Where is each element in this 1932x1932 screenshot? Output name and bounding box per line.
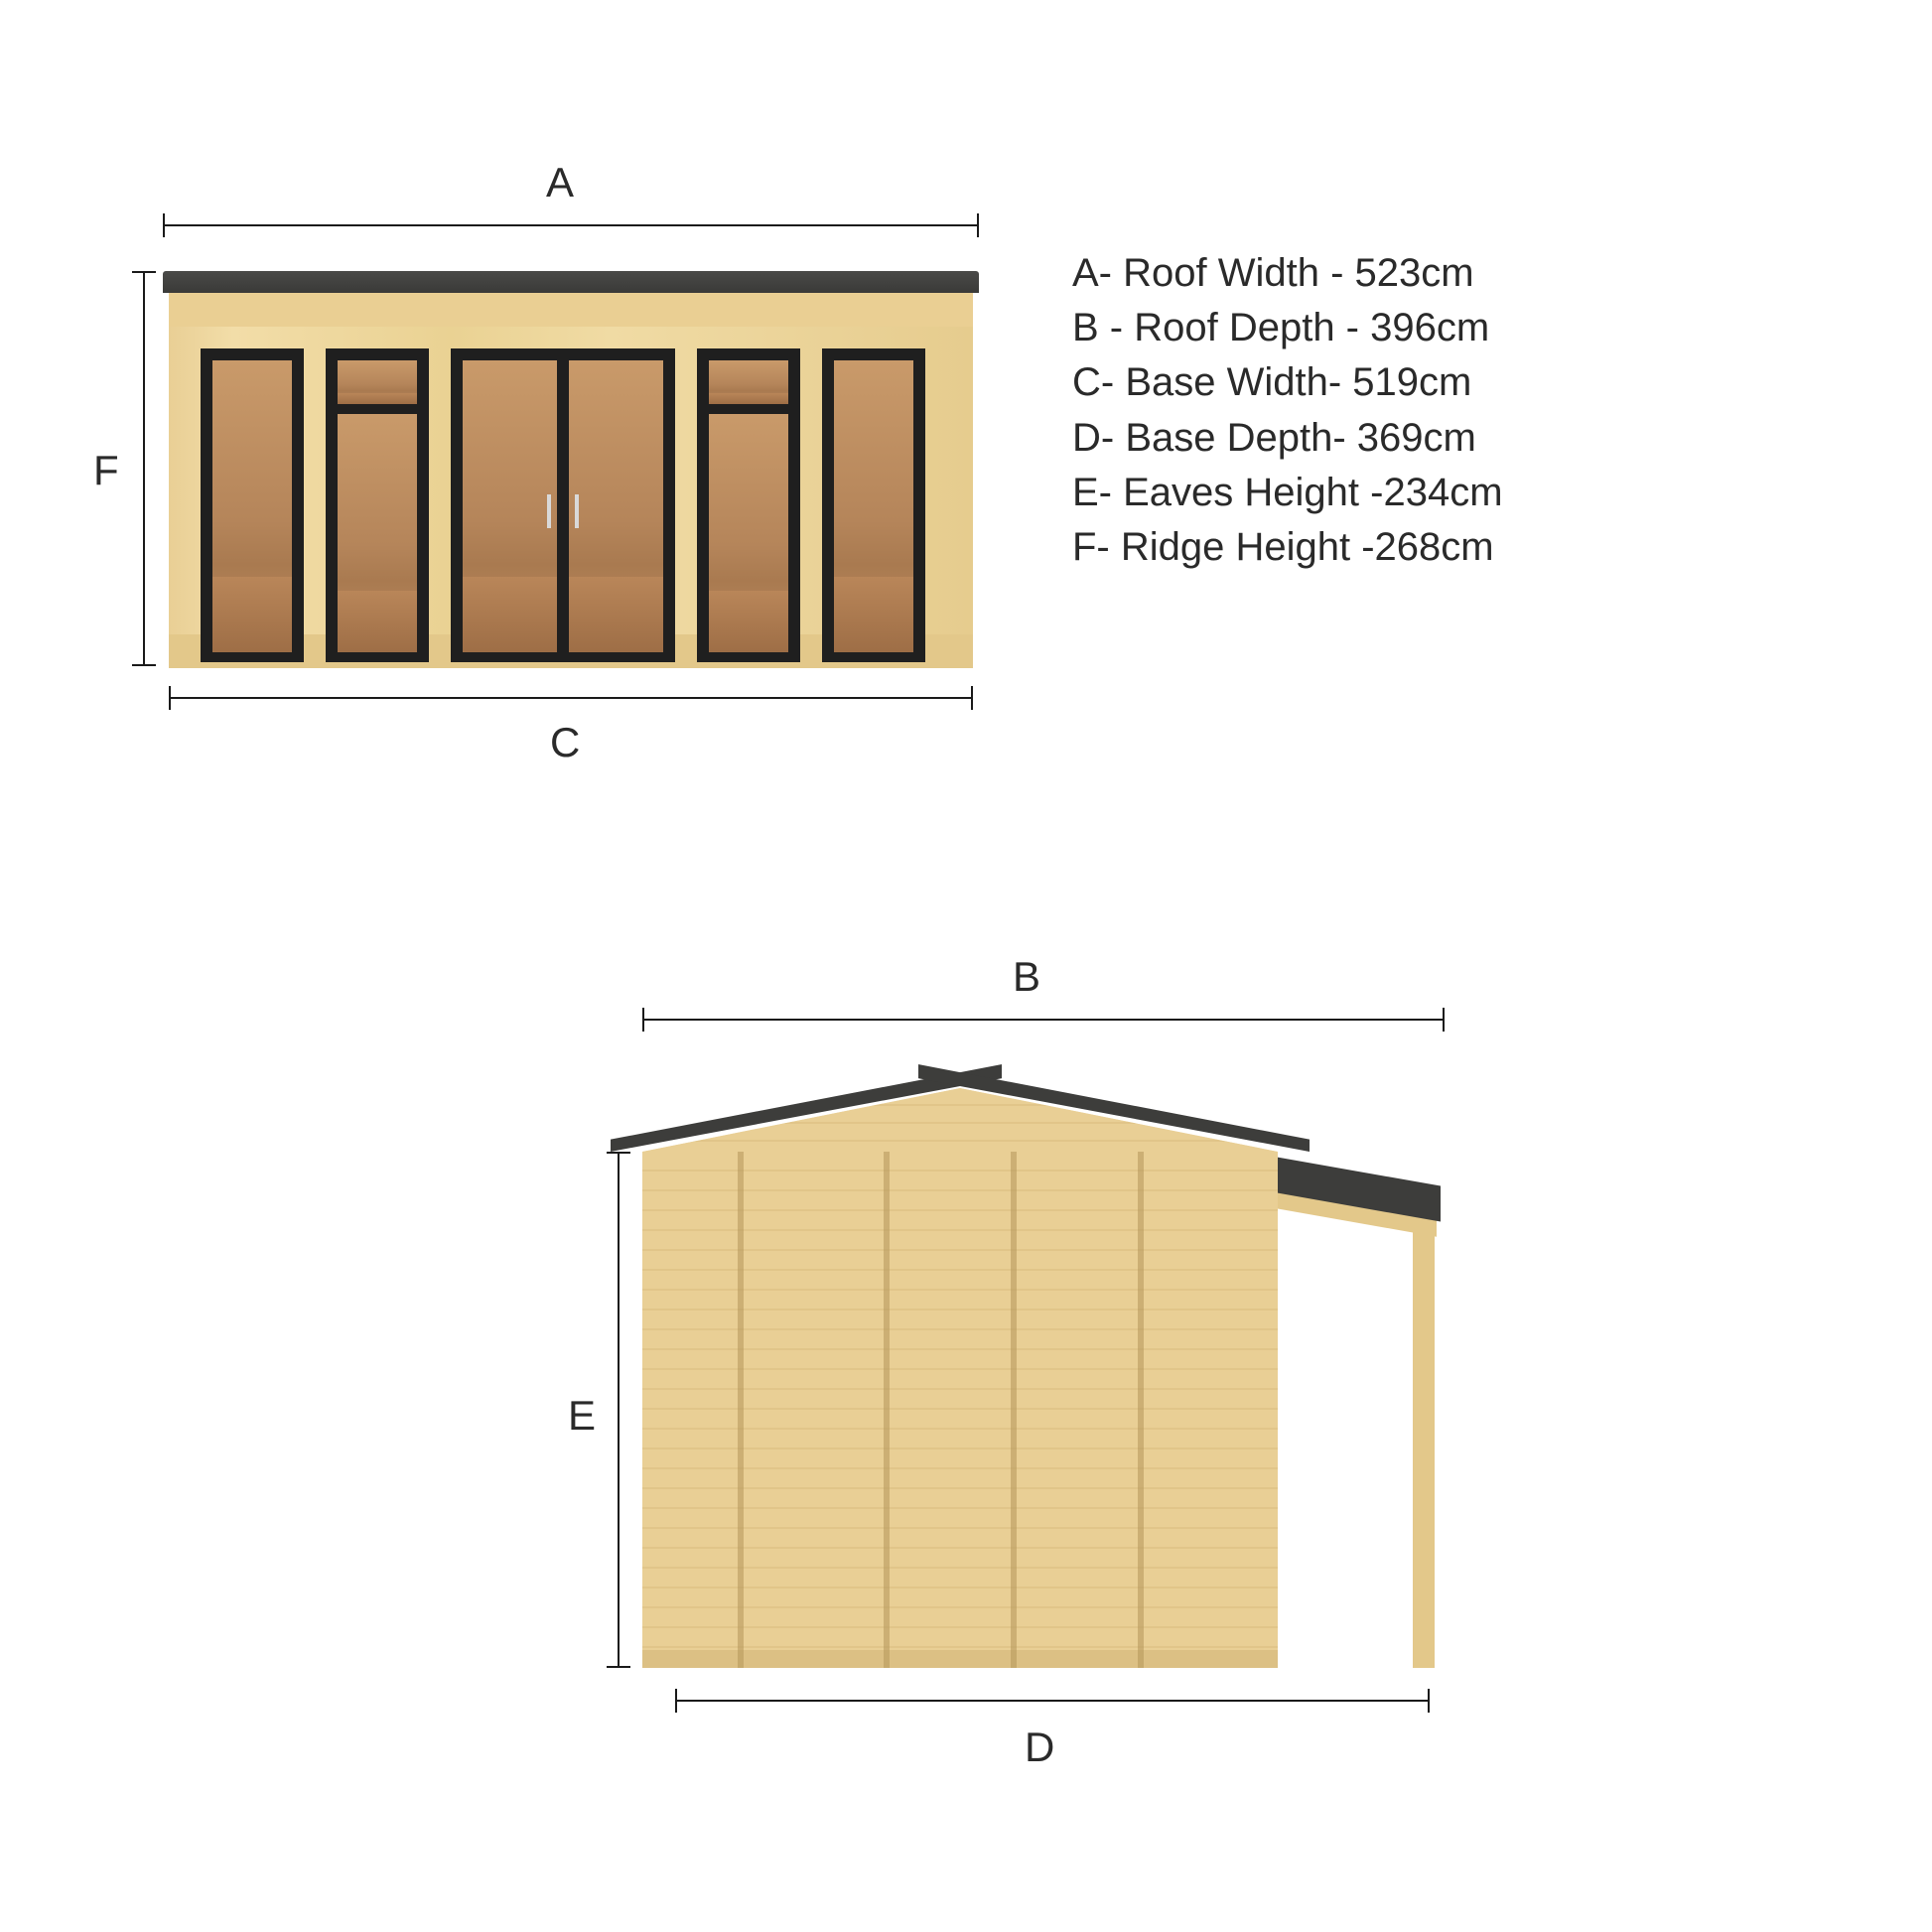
dim-label-a: A	[546, 159, 574, 207]
roof-side	[611, 1064, 1310, 1152]
legend-a: A- Roof Width - 523cm	[1072, 246, 1503, 301]
window-left-outer	[201, 348, 304, 662]
door-handle-right	[575, 494, 579, 528]
wall-front	[169, 293, 973, 668]
legend-e: E- Eaves Height -234cm	[1072, 466, 1503, 520]
dim-label-c: C	[550, 719, 580, 766]
window-left-inner	[326, 348, 429, 662]
double-door	[451, 348, 675, 662]
dim-label-d: D	[1025, 1724, 1054, 1771]
side-elevation	[642, 1082, 1437, 1668]
legend-c: C- Base Width- 519cm	[1072, 355, 1503, 410]
legend-b: B - Roof Depth - 396cm	[1072, 301, 1503, 355]
front-elevation	[169, 271, 973, 668]
legend-f: F- Ridge Height -268cm	[1072, 520, 1503, 575]
dim-line-e	[618, 1152, 620, 1668]
dim-label-e: E	[568, 1392, 596, 1440]
overhang-post	[1413, 1187, 1435, 1668]
dim-label-f: F	[93, 447, 119, 494]
dim-line-a	[163, 224, 979, 226]
dim-line-f	[143, 271, 145, 666]
dim-line-b	[642, 1019, 1445, 1021]
wall-side	[642, 1152, 1278, 1668]
window-right-inner	[697, 348, 800, 662]
roof-front	[163, 271, 979, 293]
dimension-legend: A- Roof Width - 523cm B - Roof Depth - 3…	[1072, 246, 1503, 575]
legend-d: D- Base Depth- 369cm	[1072, 411, 1503, 466]
dim-line-d	[675, 1700, 1430, 1702]
window-right-outer	[822, 348, 925, 662]
dim-label-b: B	[1013, 953, 1040, 1001]
dim-line-c	[169, 697, 973, 699]
door-handle-left	[547, 494, 551, 528]
